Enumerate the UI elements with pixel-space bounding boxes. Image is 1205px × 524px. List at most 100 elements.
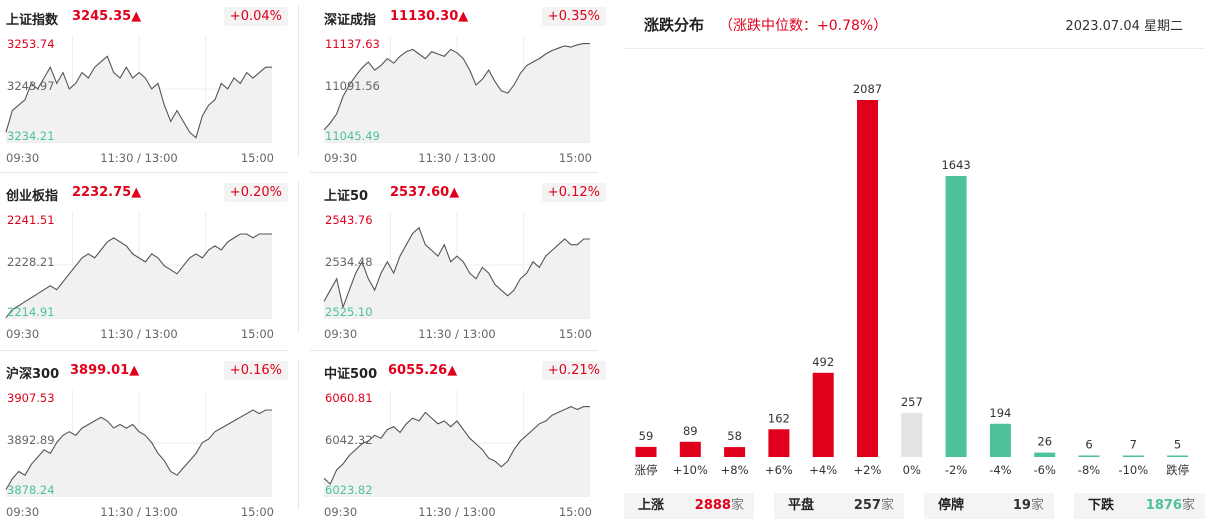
index-name: 上证指数 [6,13,59,28]
y-max-label: 2241.51 [7,213,55,227]
distribution-bar[interactable] [989,423,1011,457]
distribution-bar[interactable] [857,100,878,457]
index-name: 沪深300 [6,367,60,382]
y-mid-label: 2534.48 [325,255,373,269]
index-change-badge: +0.20% [223,183,288,202]
index-name: 创业板指 [6,189,59,204]
bar-category-label: -6% [1033,463,1055,477]
x-mid-label: 11:30 / 13:00 [418,505,495,519]
index-header: 深证成指 11130.30▲ +0.35% [324,6,606,30]
distribution-bar[interactable] [1034,452,1056,457]
bar-value-label: 2087 [853,82,882,96]
index-card[interactable]: 创业板指 2232.75▲ +0.20% 2241.51 2228.21 2214.91 0… [0,176,288,346]
summary-value: 257家 [854,493,894,519]
distribution-bar[interactable] [1122,455,1144,458]
distribution-bar[interactable] [768,429,790,457]
divider [0,172,288,173]
y-min-label: 11045.49 [325,129,380,143]
summary-cell: 下跌 1876家 [1074,493,1205,519]
bar-value-label: 6 [1085,438,1092,452]
price-line [323,226,590,310]
x-end-label: 15:00 [241,327,274,341]
index-card[interactable]: 上证50 2537.60▲ +0.12% 2543.76 2534.48 2525.10 0… [318,176,606,346]
index-price: 6055.26▲ [388,363,458,378]
index-change-badge: +0.04% [223,7,288,26]
index-name: 深证成指 [324,13,377,28]
y-max-label: 11137.63 [325,37,380,51]
price-line [5,409,272,490]
bar-category-label: +2% [854,463,882,477]
price-line [323,43,590,131]
distribution-bar[interactable] [679,441,701,457]
index-header: 上证指数 3245.35▲ +0.04% [6,6,288,30]
bar-category-label: 跌停 [1166,463,1189,477]
bar-category-label: -10% [1118,463,1148,477]
index-header: 创业板指 2232.75▲ +0.20% [6,182,288,206]
bar-category-label: -4% [989,463,1011,477]
distribution-title: 涨跌分布 [644,16,705,34]
summary-label: 上涨 [638,498,665,513]
median-change-text: （涨跌中位数：+0.78%） [719,18,888,34]
x-mid-label: 11:30 / 13:00 [100,505,177,519]
index-line-chart: 6060.81 6042.32 6023.82 09:30 11:30 / 13:00 1… [323,390,592,519]
index-header: 沪深300 3899.01▲ +0.16% [6,360,288,384]
index-card[interactable]: 深证成指 11130.30▲ +0.35% 11137.63 11091.56 11045… [318,0,606,170]
price-area [6,234,272,318]
y-min-label: 3234.21 [7,129,55,143]
y-min-label: 3878.24 [7,483,55,497]
x-mid-label: 11:30 / 13:00 [100,327,177,341]
price-area [6,56,272,142]
index-price: 2232.75▲ [72,185,142,200]
index-line-chart: 2241.51 2228.21 2214.91 09:30 11:30 / 13:00 1… [5,212,274,341]
divider [298,360,299,510]
bar-category-label: +10% [673,463,708,477]
x-mid-label: 11:30 / 13:00 [100,151,177,165]
summary-label: 停牌 [938,498,965,513]
bar-value-label: 89 [683,424,698,438]
price-area [324,227,590,318]
distribution-bar-chart: 59 涨停 89 +10% 58 +8% 162 +6% 492 +4% 2087 +2% 257 0% 1… [635,82,1190,477]
distribution-bar[interactable] [945,176,967,457]
summary-label: 平盘 [788,498,815,513]
x-start-label: 09:30 [6,151,39,165]
summary-cell: 平盘 257家 [774,493,904,519]
index-card[interactable]: 上证指数 3245.35▲ +0.04% 3253.74 3243.97 3234.21 0… [0,0,288,170]
bar-value-label: 7 [1130,438,1137,452]
price-area [324,43,590,142]
divider [310,172,598,173]
y-max-label: 3253.74 [7,37,55,51]
bar-category-label: -8% [1078,463,1100,477]
distribution-bar[interactable] [724,447,746,457]
x-mid-label: 11:30 / 13:00 [418,327,495,341]
index-card[interactable]: 中证500 6055.26▲ +0.21% 6060.81 6042.32 6023.82… [318,354,606,524]
distribution-bar[interactable] [1078,455,1100,458]
distribution-bar[interactable] [635,446,657,457]
divider [298,6,299,156]
index-price: 11130.30▲ [390,9,469,24]
distribution-bar[interactable] [901,413,923,457]
index-card[interactable]: 沪深300 3899.01▲ +0.16% 3907.53 3892.89 3878.24… [0,354,288,524]
index-line-chart: 3253.74 3243.97 3234.21 09:30 11:30 / 13:00 1… [5,36,274,165]
trade-date: 2023.07.04 星期二 [1065,19,1183,34]
divider [624,48,1205,49]
x-start-label: 09:30 [324,151,357,165]
x-start-label: 09:30 [324,505,357,519]
bar-category-label: 涨停 [635,463,658,477]
x-end-label: 15:00 [559,151,592,165]
index-line-chart: 2543.76 2534.48 2525.10 09:30 11:30 / 13:00 1… [323,212,592,341]
x-start-label: 09:30 [324,327,357,341]
distribution-bar[interactable] [812,372,834,457]
index-price: 3899.01▲ [70,363,140,378]
bar-value-label: 492 [812,355,834,369]
summary-cell: 上涨 2888家 [624,493,754,519]
y-mid-label: 2228.21 [7,255,55,269]
summary-value: 2888家 [695,493,744,519]
summary-unit: 家 [1030,498,1044,513]
y-mid-label: 3892.89 [7,433,55,447]
summary-count: 1876 [1145,498,1182,513]
x-end-label: 15:00 [241,505,274,519]
index-change-badge: +0.16% [223,361,288,380]
summary-count: 19 [1012,498,1031,513]
distribution-bar[interactable] [1167,455,1189,458]
summary-unit: 家 [730,498,744,513]
